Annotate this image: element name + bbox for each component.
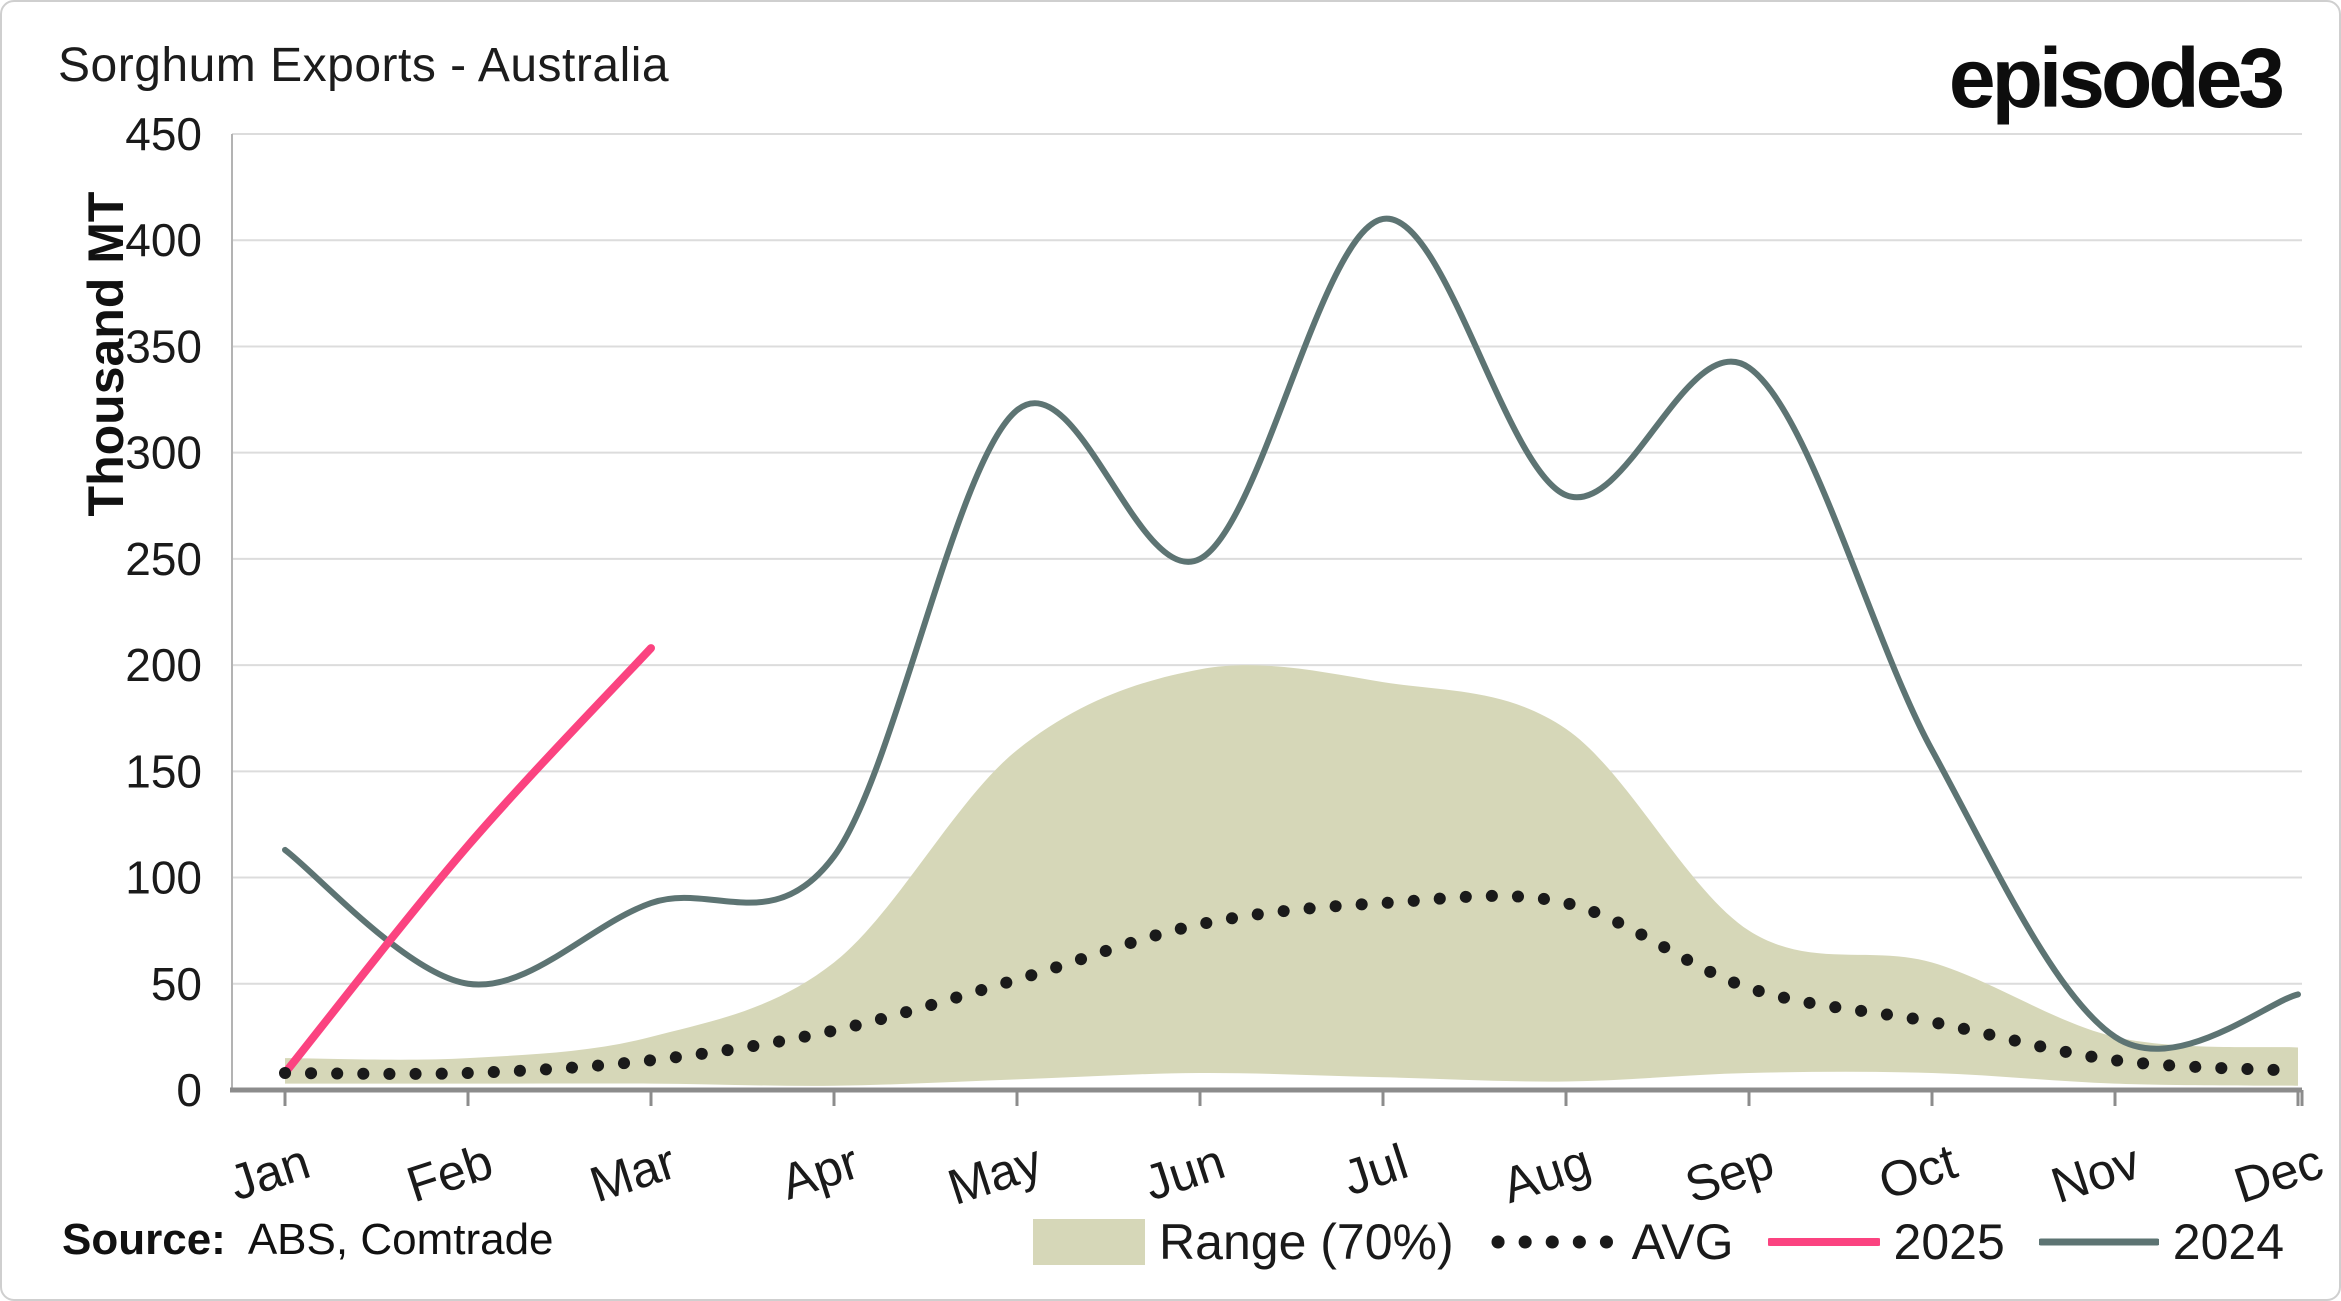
svg-text:Feb: Feb <box>400 1133 499 1213</box>
line-2025-swatch <box>1767 1238 1880 1246</box>
legend-label-2024: 2024 <box>2172 1214 2284 1270</box>
line-2024 <box>282 215 2301 1052</box>
svg-text:Nov: Nov <box>2045 1133 2147 1214</box>
source-note: Source: ABS, Comtrade <box>62 1215 554 1265</box>
y-axis-tick-labels: 0 50 100 150 200 250 300 350 400 450 <box>125 108 202 1116</box>
line-2025 <box>281 644 655 1077</box>
svg-text:150: 150 <box>125 745 202 797</box>
source-label: Source: <box>62 1215 226 1264</box>
svg-text:100: 100 <box>125 852 202 904</box>
line-2024-swatch <box>2038 1238 2159 1246</box>
source-text: ABS, Comtrade <box>247 1215 554 1264</box>
legend-item-2025: 2025 <box>1767 1213 2005 1271</box>
svg-text:250: 250 <box>125 533 202 585</box>
svg-text:400: 400 <box>125 214 202 266</box>
svg-text:300: 300 <box>125 427 202 479</box>
legend-item-range: Range (70%) <box>1033 1213 1454 1271</box>
svg-text:200: 200 <box>125 639 202 691</box>
svg-text:0: 0 <box>176 1064 202 1116</box>
x-axis-tick-labels: Jan Feb Mar Apr May Jun Jul Aug Sep Oct Nov Dec <box>222 1133 2329 1215</box>
svg-text:Dec: Dec <box>2228 1133 2330 1214</box>
svg-text:450: 450 <box>125 108 202 160</box>
avg-dotted-swatch <box>1491 1235 1618 1249</box>
legend-label-2025: 2025 <box>1893 1214 2005 1270</box>
chart-legend: Range (70%) AVG 2025 2024 <box>1033 1213 2284 1271</box>
svg-text:Aug: Aug <box>1495 1133 1597 1214</box>
svg-text:350: 350 <box>125 320 202 372</box>
legend-item-2024: 2024 <box>2038 1213 2284 1271</box>
range-band <box>285 665 2298 1086</box>
legend-label-avg: AVG <box>1631 1214 1734 1270</box>
legend-item-avg: AVG <box>1488 1213 1734 1271</box>
range-band-swatch <box>1033 1219 1146 1265</box>
x-axis-ticks <box>283 1090 2304 1106</box>
svg-text:Oct: Oct <box>1872 1133 1963 1210</box>
svg-text:May: May <box>941 1133 1048 1215</box>
svg-text:Sep: Sep <box>1678 1133 1780 1214</box>
svg-text:Jan: Jan <box>222 1133 316 1211</box>
logo-episode3: episode3 <box>1948 31 2285 125</box>
svg-text:Jul: Jul <box>1336 1133 1414 1206</box>
svg-text:Jun: Jun <box>1137 1133 1231 1211</box>
svg-text:Mar: Mar <box>583 1133 682 1213</box>
chart-title: Sorghum Exports - Australia <box>58 39 670 92</box>
svg-text:50: 50 <box>151 958 202 1010</box>
legend-label-range: Range (70%) <box>1159 1214 1454 1270</box>
svg-text:Apr: Apr <box>774 1133 865 1210</box>
